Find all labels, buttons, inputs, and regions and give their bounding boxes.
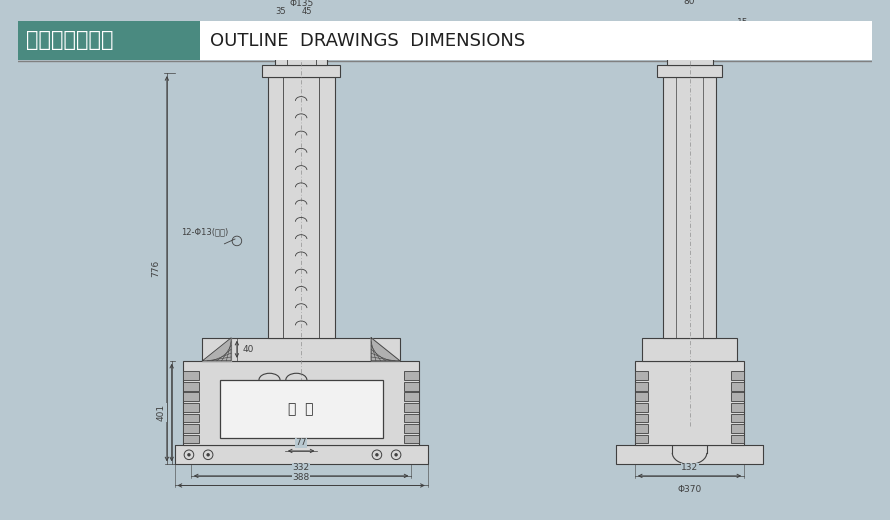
Text: 388: 388 (293, 473, 310, 482)
Text: 外形及安装尺寸: 外形及安装尺寸 (26, 31, 113, 50)
Text: P1: P1 (726, 28, 740, 38)
Text: 132: 132 (681, 463, 698, 472)
Text: OUTLINE  DRAWINGS  DIMENSIONS: OUTLINE DRAWINGS DIMENSIONS (210, 32, 525, 49)
Bar (268, 77, 335, 338)
Polygon shape (371, 338, 400, 361)
Bar (404, 424, 419, 433)
Bar (731, 413, 744, 422)
Bar (183, 382, 198, 391)
Bar (731, 403, 744, 412)
Text: 40: 40 (684, 22, 695, 31)
Polygon shape (202, 338, 231, 361)
Bar (202, 338, 400, 361)
Text: 77: 77 (295, 438, 307, 447)
Bar (642, 338, 738, 361)
Text: Φ135: Φ135 (289, 0, 313, 8)
Bar (667, 16, 713, 66)
Bar (635, 382, 648, 391)
Bar (731, 435, 744, 443)
Bar (659, 16, 720, 50)
Bar (635, 413, 648, 422)
Bar (657, 66, 722, 77)
Text: 776: 776 (151, 260, 160, 277)
Bar (183, 424, 198, 433)
Text: 35: 35 (276, 7, 287, 16)
Bar (635, 361, 744, 445)
Bar (676, 436, 704, 445)
Bar (635, 435, 648, 443)
Circle shape (394, 453, 398, 457)
Bar (183, 413, 198, 422)
Bar (220, 380, 383, 437)
Text: 铭  牌: 铭 牌 (288, 402, 314, 416)
Text: 40: 40 (243, 345, 254, 354)
Text: 80: 80 (684, 0, 695, 6)
Bar (635, 403, 648, 412)
Text: Φ370: Φ370 (677, 486, 701, 495)
Circle shape (376, 453, 378, 457)
Bar (174, 445, 428, 464)
Bar (663, 77, 716, 338)
Bar (183, 371, 198, 380)
Text: 45: 45 (302, 7, 312, 16)
Text: 401: 401 (157, 404, 166, 421)
Bar (616, 445, 764, 464)
Bar (404, 403, 419, 412)
Bar (404, 413, 419, 422)
Text: 15: 15 (737, 18, 748, 27)
Bar (635, 371, 648, 380)
Text: 332: 332 (293, 463, 310, 472)
Bar (404, 393, 419, 401)
Bar (731, 382, 744, 391)
Bar (404, 435, 419, 443)
Bar (404, 382, 419, 391)
Bar (404, 371, 419, 380)
Bar (275, 19, 327, 66)
Bar (635, 424, 648, 433)
Bar (183, 435, 198, 443)
Bar (731, 424, 744, 433)
Circle shape (206, 453, 210, 457)
Bar (183, 361, 419, 445)
Bar (19, 21, 200, 60)
Bar (183, 403, 198, 412)
Text: 40: 40 (737, 35, 748, 44)
Bar (183, 393, 198, 401)
Bar (635, 393, 648, 401)
Text: 12-Φ13(均分): 12-Φ13(均分) (182, 228, 229, 237)
Bar (19, 21, 872, 60)
Bar (731, 393, 744, 401)
Bar (731, 371, 744, 380)
Bar (262, 66, 341, 77)
Circle shape (187, 453, 190, 457)
